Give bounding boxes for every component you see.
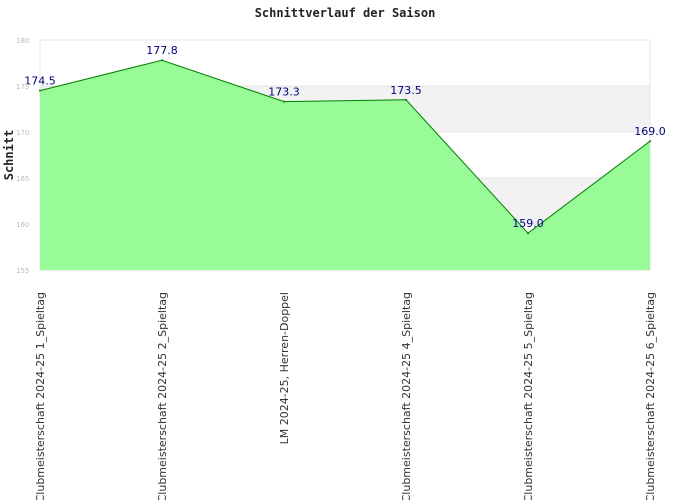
y-tick-label: 170	[16, 129, 29, 137]
data-point	[649, 140, 651, 143]
data-point	[283, 100, 285, 103]
y-axis-label: Schnitt	[2, 130, 16, 181]
data-label: 177.8	[146, 44, 178, 57]
series-area	[40, 60, 650, 270]
data-point	[39, 89, 41, 92]
x-tick-label: Clubmeisterschaft 2024-25 4_Spieltag	[400, 292, 413, 500]
data-label: 159.0	[512, 217, 544, 230]
x-tick-label: Clubmeisterschaft 2024-25 1_Spieltag	[34, 292, 47, 500]
chart-title: Schnittverlauf der Saison	[255, 6, 436, 20]
y-tick-label: 180	[16, 37, 29, 45]
data-label: 169.0	[634, 125, 666, 138]
y-tick-label: 160	[16, 221, 29, 229]
x-tick-label: Clubmeisterschaft 2024-25 6_Spieltag	[644, 292, 657, 500]
y-tick-label: 175	[16, 83, 29, 91]
data-label: 173.3	[268, 86, 300, 99]
y-tick-label: 165	[16, 175, 29, 183]
data-label: 173.5	[390, 84, 422, 97]
plot-area: 174.5 177.8 173.3 173.5 159.0 169.0 155 160 165 1…	[16, 37, 666, 500]
y-tick-label: 155	[16, 267, 29, 275]
data-point	[161, 59, 163, 62]
data-point	[405, 98, 407, 101]
x-tick-label: Clubmeisterschaft 2024-25 2_Spieltag	[156, 292, 169, 500]
series-line	[39, 59, 651, 234]
data-point	[527, 232, 529, 235]
x-tick-label: Clubmeisterschaft 2024-25 5_Spieltag	[522, 292, 535, 500]
x-tick-label: LM 2024-25, Herren-Doppel	[278, 292, 291, 444]
data-label: 174.5	[24, 75, 56, 88]
